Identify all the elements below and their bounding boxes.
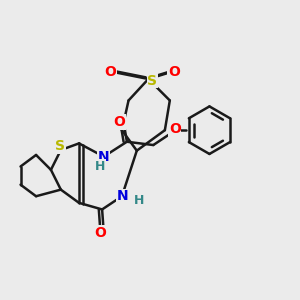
Text: N: N (117, 189, 128, 203)
Text: H: H (134, 194, 145, 207)
Text: O: O (94, 226, 106, 240)
Text: O: O (169, 122, 181, 136)
Text: H: H (94, 160, 105, 173)
Text: O: O (104, 65, 116, 80)
Text: N: N (98, 150, 110, 164)
Text: S: S (147, 74, 157, 88)
Text: O: O (168, 65, 180, 80)
Text: S: S (55, 139, 65, 153)
Text: O: O (114, 115, 126, 129)
